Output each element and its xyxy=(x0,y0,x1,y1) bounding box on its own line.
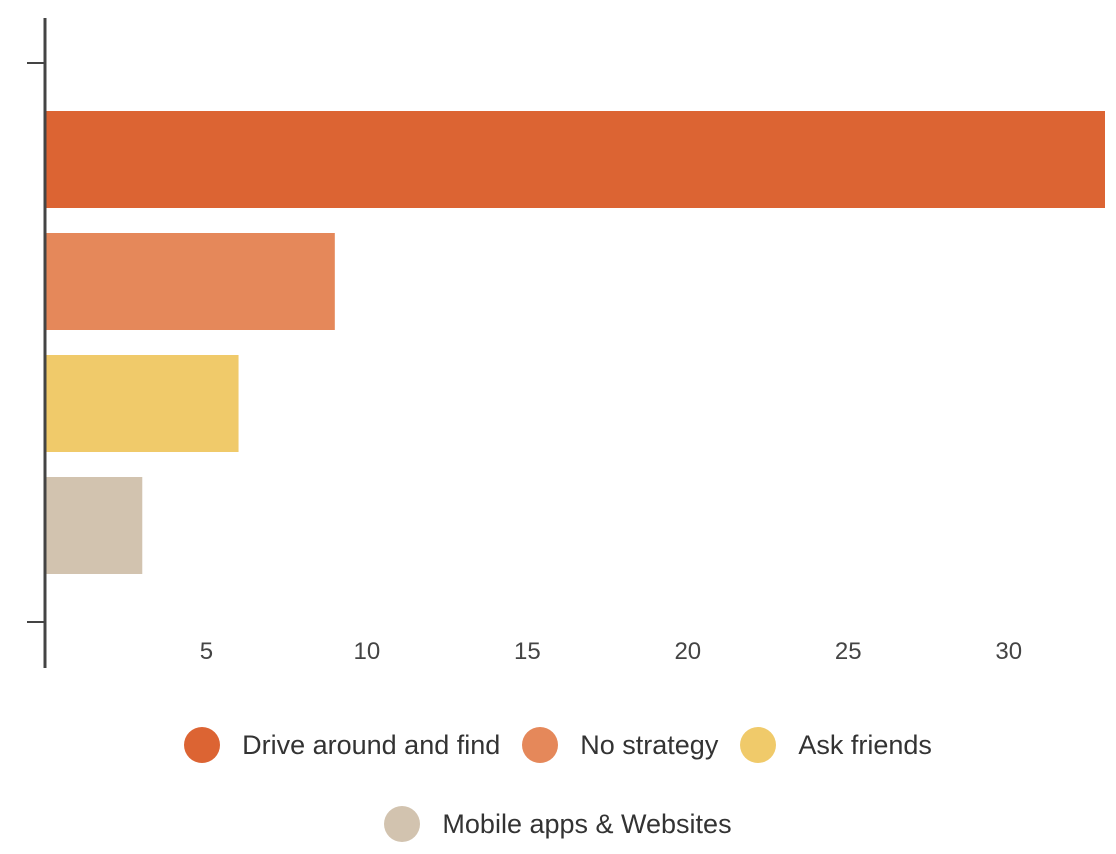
x-tick-label-5: 5 xyxy=(200,638,213,665)
legend-swatch-circle-icon xyxy=(384,806,421,842)
legend-item-mobile-apps-websites[interactable]: Mobile apps & Websites xyxy=(384,806,732,842)
bar-mobile-apps-websites xyxy=(46,477,143,574)
x-tick-label-20: 20 xyxy=(674,638,701,665)
legend-row-2: Mobile apps & Websites xyxy=(0,804,1116,844)
x-tick-label-10: 10 xyxy=(354,638,381,665)
legend-row-1: Drive around and find No strategy Ask fr… xyxy=(0,725,1116,765)
legend-swatch-circle-icon xyxy=(522,727,559,763)
x-tick-label-25: 25 xyxy=(835,638,862,665)
bar-no-strategy xyxy=(46,233,335,330)
legend-item-drive-around-and-find[interactable]: Drive around and find xyxy=(184,727,500,763)
bar-chart: 5 10 15 20 25 30 xyxy=(27,18,1105,668)
legend-item-no-strategy[interactable]: No strategy xyxy=(522,727,718,763)
x-axis-ticks: 5 10 15 20 25 30 xyxy=(200,638,1022,665)
legend-label: Mobile apps & Websites xyxy=(442,808,732,839)
bars-group xyxy=(46,111,1105,574)
bar-drive-around-and-find xyxy=(46,111,1105,208)
legend-label: Drive around and find xyxy=(242,729,501,760)
bar-ask-friends xyxy=(46,355,239,452)
legend-swatch-circle-icon xyxy=(740,727,777,763)
legend-label: Ask friends xyxy=(798,729,932,760)
x-tick-label-15: 15 xyxy=(514,638,541,665)
legend-item-ask-friends[interactable]: Ask friends xyxy=(740,727,932,763)
x-tick-label-30: 30 xyxy=(995,638,1022,665)
legend-swatch-circle-icon xyxy=(184,727,221,763)
legend-label: No strategy xyxy=(580,729,719,760)
